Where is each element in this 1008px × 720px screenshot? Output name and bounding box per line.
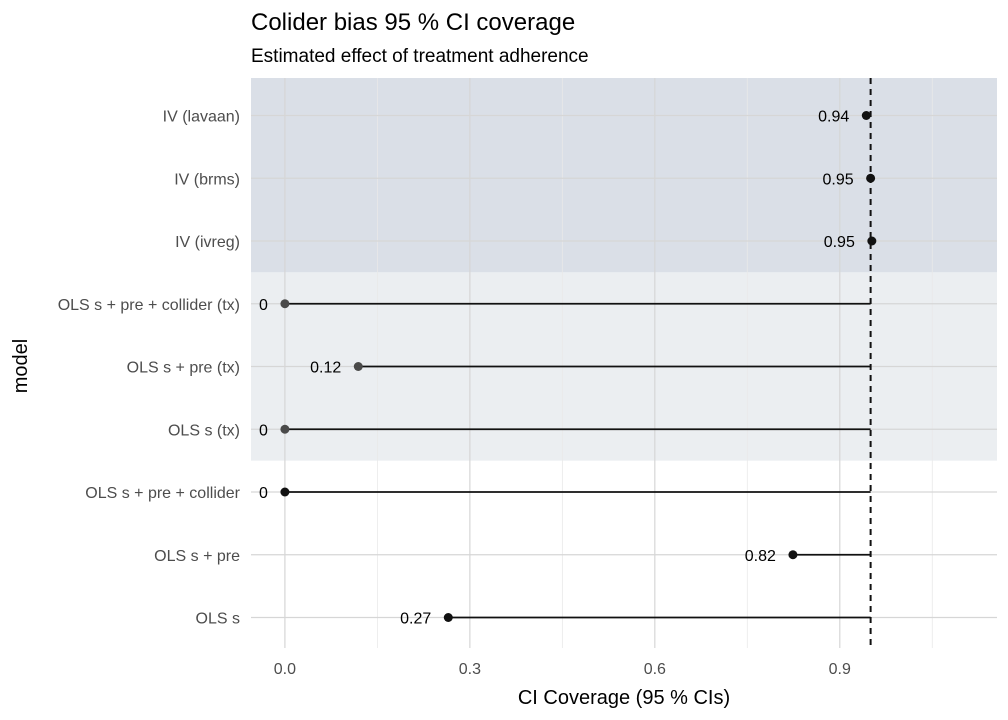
x-tick-labels: 0.0 0.3 0.6 0.9	[274, 661, 851, 678]
data-point	[861, 111, 871, 120]
data-point	[443, 613, 453, 622]
value-label: 0	[259, 422, 268, 439]
data-point	[788, 550, 798, 560]
y-tick-labels: IV (lavaan) IV (brms) IV (ivreg) OLS s + pr…	[58, 109, 241, 628]
value-label: 0.27	[400, 611, 431, 628]
data-point	[280, 299, 290, 309]
y-tick-label: OLS s + pre	[154, 548, 240, 565]
y-tick-label: OLS s	[196, 611, 240, 628]
data-point	[353, 362, 363, 371]
data-point	[280, 487, 290, 497]
value-label: 0.95	[822, 171, 853, 188]
y-axis-label: model	[10, 339, 32, 393]
group-band	[251, 78, 997, 273]
x-tick-label: 0.3	[459, 661, 481, 678]
y-tick-label: IV (brms)	[174, 171, 240, 188]
x-tick-label: 0.9	[829, 661, 851, 678]
x-tick-label: 0.0	[274, 661, 296, 678]
group-bands	[251, 78, 997, 461]
value-label: 0	[259, 297, 268, 314]
value-labels: 0.94 0.95 0.95 0 0.12 0 0 0.82 0.27	[259, 109, 855, 628]
x-tick-label: 0.6	[644, 661, 666, 678]
points	[280, 111, 877, 622]
data-point	[867, 236, 877, 246]
y-tick-label: OLS s (tx)	[168, 422, 240, 439]
value-label: 0.82	[745, 548, 776, 565]
value-label: 0.12	[310, 360, 341, 377]
y-tick-label: OLS s + pre + collider (tx)	[58, 297, 240, 314]
value-label: 0.95	[824, 234, 855, 251]
x-axis-label: CI Coverage (95 % CIs)	[518, 687, 730, 709]
chart-subtitle: Estimated effect of treatment adherence	[251, 46, 589, 67]
chart-title: Colider bias 95 % CI coverage	[251, 9, 575, 36]
y-tick-label: OLS s + pre + collider	[85, 485, 240, 502]
data-point	[280, 424, 290, 434]
y-tick-label: OLS s + pre (tx)	[127, 360, 240, 377]
y-tick-label: IV (lavaan)	[163, 109, 240, 126]
value-label: 0	[259, 485, 268, 502]
y-tick-label: IV (ivreg)	[175, 234, 240, 251]
stems	[284, 114, 872, 619]
data-point	[866, 173, 876, 183]
value-label: 0.94	[818, 109, 849, 126]
